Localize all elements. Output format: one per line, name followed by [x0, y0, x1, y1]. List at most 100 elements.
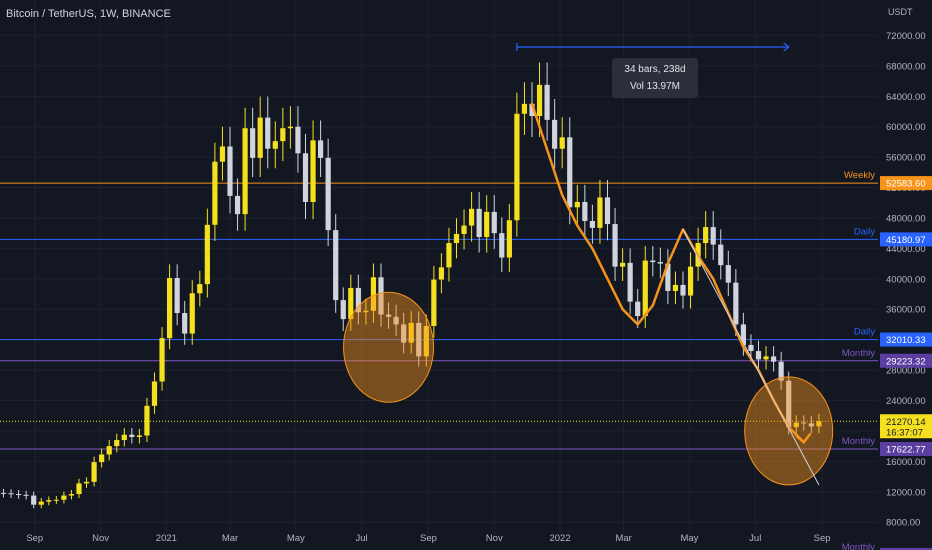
- candle[interactable]: [68, 490, 75, 500]
- candle[interactable]: [506, 203, 512, 273]
- candle[interactable]: [91, 456, 97, 487]
- candle[interactable]: [234, 178, 241, 231]
- candle[interactable]: [189, 280, 195, 345]
- candle[interactable]: [771, 346, 777, 372]
- candle[interactable]: [786, 371, 792, 435]
- candle[interactable]: [99, 448, 105, 468]
- candle[interactable]: [182, 300, 188, 345]
- candle[interactable]: [453, 218, 460, 259]
- candle[interactable]: [657, 247, 663, 278]
- candle[interactable]: [808, 416, 814, 434]
- candle[interactable]: [348, 274, 354, 331]
- candle[interactable]: [197, 270, 203, 307]
- candle[interactable]: [302, 133, 309, 220]
- candle[interactable]: [393, 304, 399, 337]
- candle[interactable]: [242, 107, 248, 231]
- candle[interactable]: [53, 495, 59, 504]
- candle[interactable]: [672, 271, 679, 305]
- candle[interactable]: [8, 489, 14, 499]
- candle[interactable]: [144, 397, 150, 443]
- candle[interactable]: [295, 106, 301, 173]
- candle[interactable]: [710, 211, 716, 260]
- candle[interactable]: [703, 211, 709, 259]
- candle[interactable]: [272, 121, 278, 169]
- candle[interactable]: [687, 252, 694, 309]
- orange-path-drawing[interactable]: [530, 102, 806, 444]
- highlight-circle[interactable]: [343, 291, 435, 403]
- candle[interactable]: [552, 99, 558, 169]
- candle[interactable]: [620, 248, 626, 281]
- candle[interactable]: [680, 271, 686, 309]
- candle[interactable]: [529, 82, 535, 138]
- candle[interactable]: [310, 120, 316, 220]
- candle[interactable]: [567, 117, 573, 225]
- candle[interactable]: [136, 428, 142, 444]
- time-axis[interactable]: Sep Nov 2021 Mar May Jul Sep Nov 2022 Mar May Jul Se…: [26, 533, 830, 544]
- candle[interactable]: [718, 229, 724, 280]
- candle[interactable]: [23, 490, 29, 500]
- candle[interactable]: [446, 227, 452, 282]
- trendline[interactable]: [682, 229, 820, 486]
- candle[interactable]: [725, 250, 731, 297]
- drawings[interactable]: [343, 42, 834, 486]
- candle[interactable]: [355, 274, 361, 325]
- candle[interactable]: [755, 340, 762, 370]
- candle[interactable]: [151, 372, 158, 414]
- candle[interactable]: [499, 217, 505, 273]
- candle[interactable]: [167, 264, 173, 350]
- candle[interactable]: [106, 439, 112, 461]
- candles[interactable]: [0, 62, 822, 509]
- candle[interactable]: [333, 214, 339, 313]
- candle[interactable]: [174, 264, 180, 326]
- candle[interactable]: [438, 253, 444, 294]
- candle[interactable]: [38, 497, 44, 509]
- candle[interactable]: [46, 496, 52, 506]
- candle[interactable]: [401, 312, 407, 354]
- candle[interactable]: [408, 311, 414, 354]
- candle[interactable]: [733, 269, 739, 337]
- candle[interactable]: [665, 249, 671, 305]
- candle[interactable]: [227, 126, 233, 214]
- candle[interactable]: [582, 184, 588, 238]
- candle[interactable]: [416, 311, 422, 367]
- candle[interactable]: [318, 120, 324, 178]
- candle[interactable]: [559, 117, 565, 169]
- candle[interactable]: [521, 82, 528, 135]
- candle[interactable]: [816, 413, 822, 434]
- candle[interactable]: [544, 62, 550, 141]
- candle[interactable]: [778, 351, 784, 390]
- candle[interactable]: [597, 180, 603, 244]
- candle[interactable]: [114, 433, 120, 453]
- candle[interactable]: [340, 287, 346, 331]
- candle[interactable]: [159, 327, 165, 391]
- candle[interactable]: [514, 92, 520, 237]
- candle[interactable]: [0, 488, 7, 498]
- candle[interactable]: [604, 180, 611, 241]
- candle[interactable]: [650, 246, 656, 277]
- candle[interactable]: [484, 195, 490, 253]
- candle[interactable]: [280, 107, 286, 162]
- candle[interactable]: [574, 184, 580, 225]
- candle[interactable]: [121, 428, 127, 447]
- candle[interactable]: [265, 96, 271, 169]
- candle[interactable]: [16, 490, 22, 499]
- candle[interactable]: [801, 415, 807, 431]
- candle[interactable]: [589, 204, 595, 244]
- candle[interactable]: [31, 491, 37, 509]
- price-axis[interactable]: USDT 72000.00 68000.00 64000.00 60000.00 5600…: [880, 0, 932, 550]
- candle[interactable]: [370, 263, 377, 323]
- candle[interactable]: [385, 302, 392, 329]
- candle[interactable]: [76, 478, 82, 499]
- candle[interactable]: [257, 96, 263, 178]
- candle[interactable]: [378, 263, 384, 327]
- candle[interactable]: [612, 207, 618, 281]
- candle[interactable]: [423, 314, 429, 367]
- candle[interactable]: [635, 288, 641, 329]
- candle[interactable]: [793, 415, 799, 435]
- highlight-circle[interactable]: [744, 376, 834, 486]
- candle[interactable]: [431, 265, 437, 338]
- candle[interactable]: [763, 346, 769, 370]
- candle[interactable]: [476, 191, 482, 253]
- candle[interactable]: [469, 191, 475, 242]
